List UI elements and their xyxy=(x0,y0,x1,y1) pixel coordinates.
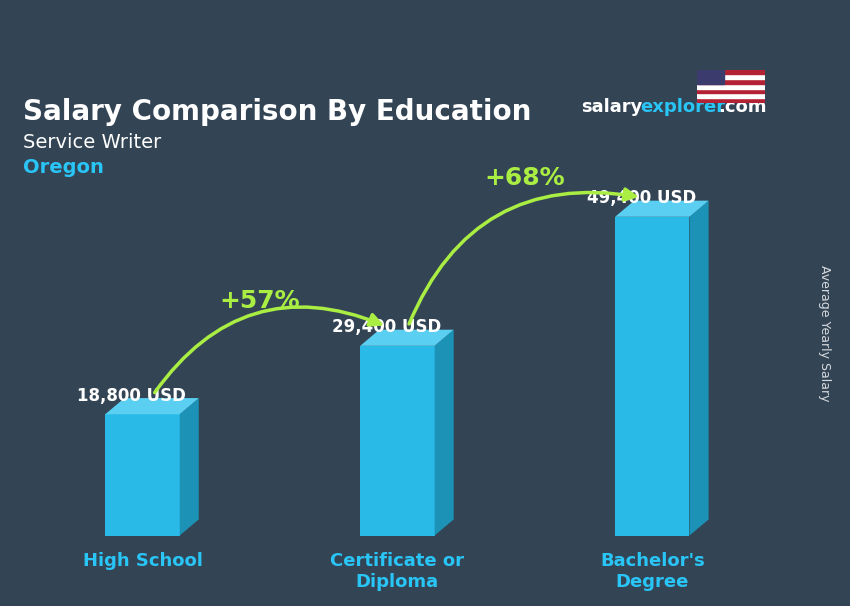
Text: Salary Comparison By Education: Salary Comparison By Education xyxy=(23,98,531,126)
Bar xyxy=(697,75,765,79)
Polygon shape xyxy=(105,398,199,415)
Text: salary: salary xyxy=(581,98,643,116)
Text: 29,400 USD: 29,400 USD xyxy=(332,318,441,336)
Bar xyxy=(697,98,765,103)
Text: Service Writer: Service Writer xyxy=(23,133,162,152)
Text: 49,400 USD: 49,400 USD xyxy=(587,189,696,207)
Text: +57%: +57% xyxy=(219,288,299,313)
Polygon shape xyxy=(360,330,454,346)
Text: Oregon: Oregon xyxy=(23,158,104,177)
Text: .com: .com xyxy=(718,98,767,116)
Text: explorer: explorer xyxy=(640,98,725,116)
Polygon shape xyxy=(615,201,709,217)
Bar xyxy=(697,79,765,84)
Bar xyxy=(697,70,765,75)
Bar xyxy=(697,88,765,93)
Bar xyxy=(697,70,724,84)
Polygon shape xyxy=(615,217,689,536)
Text: +68%: +68% xyxy=(484,166,565,190)
Polygon shape xyxy=(360,346,434,536)
Bar xyxy=(697,84,765,88)
Polygon shape xyxy=(105,415,179,536)
Polygon shape xyxy=(434,330,454,536)
Text: Average Yearly Salary: Average Yearly Salary xyxy=(818,265,831,402)
Bar xyxy=(697,93,765,98)
Polygon shape xyxy=(179,398,199,536)
Text: 18,800 USD: 18,800 USD xyxy=(77,387,186,405)
Polygon shape xyxy=(689,201,709,536)
